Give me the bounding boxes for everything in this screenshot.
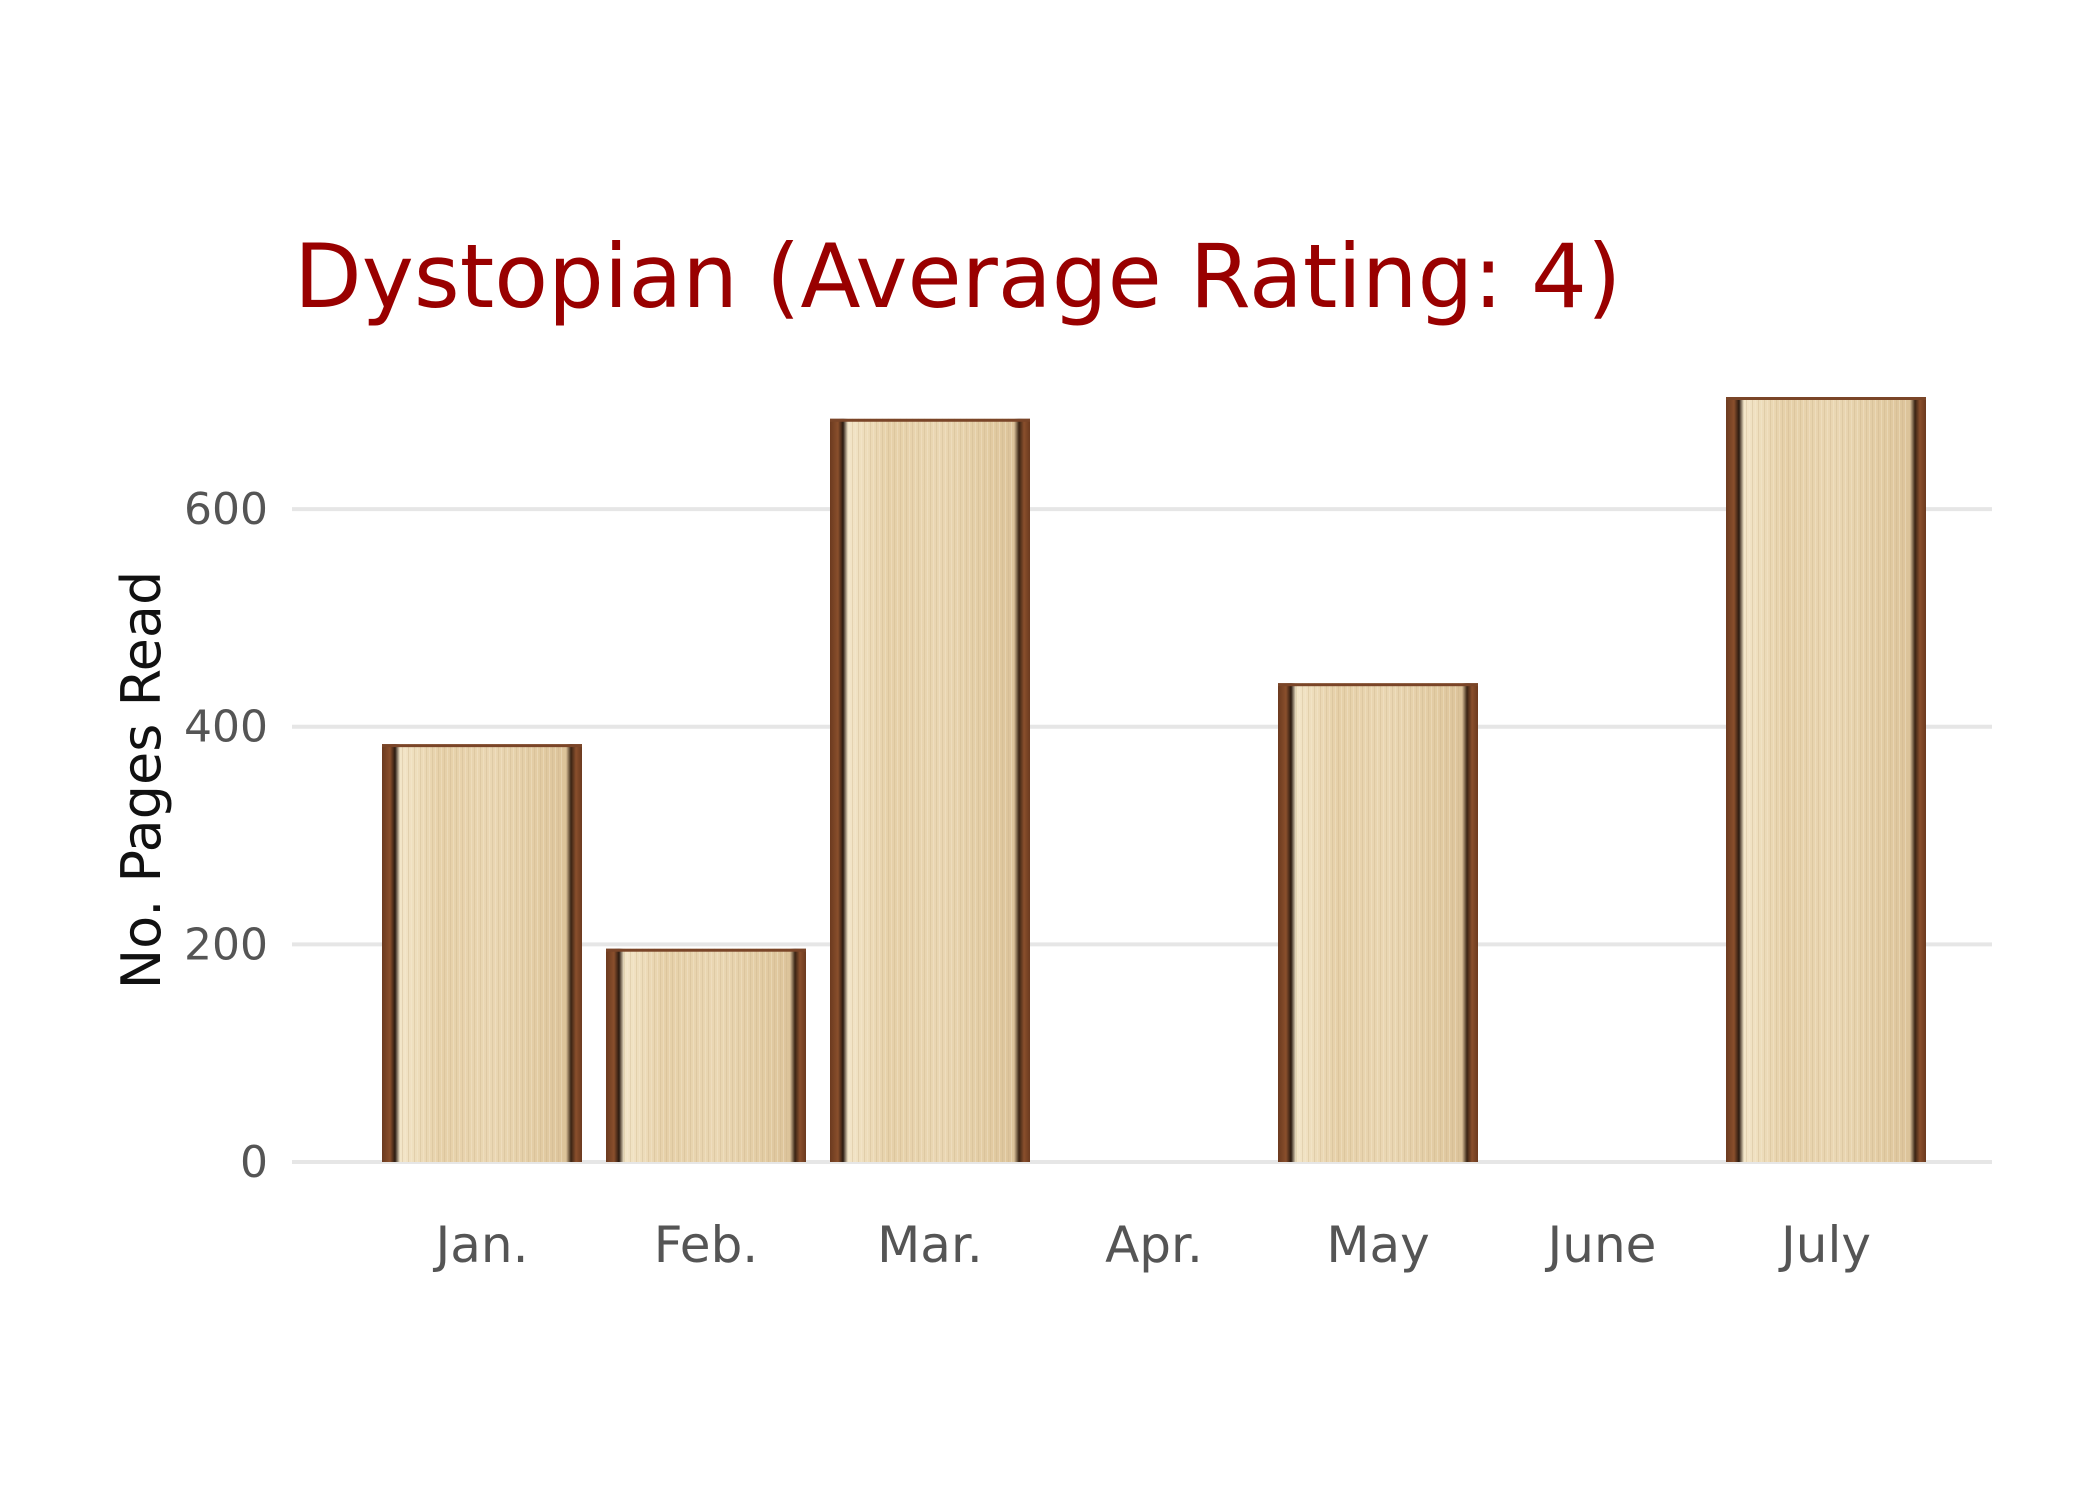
bar-jan [382,744,582,1162]
x-tick-label: July [1778,1216,1871,1274]
x-tick-label: Jan. [433,1216,529,1274]
chart-title: Dystopian (Average Rating: 4) [294,225,1621,328]
bar-mar [830,418,1030,1162]
bars [382,397,1926,1162]
x-tick-label: Feb. [654,1216,758,1274]
bar-may [1278,683,1478,1162]
bar-page-texture [1296,683,1460,1162]
bar-page-texture [400,744,564,1162]
y-tick-label: 600 [184,484,268,535]
bar-top-edge [606,948,806,952]
bar-top-edge [382,744,582,748]
bar-page-texture [1744,397,1908,1162]
bar-top-edge [830,418,1030,422]
x-tick-label: Mar. [877,1216,983,1274]
bar-top-edge [1278,683,1478,687]
bar-page-texture [848,418,1012,1162]
y-axis-label: No. Pages Read [110,571,173,990]
bar-page-texture [624,948,788,1162]
bar-feb [606,948,806,1162]
x-tick-label: Apr. [1105,1216,1203,1274]
y-axis-ticks: 0 200 400 600 [184,484,268,1188]
y-tick-label: 200 [184,919,268,970]
x-tick-label: June [1545,1216,1657,1274]
bar-top-edge [1726,397,1926,400]
y-tick-label: 0 [240,1137,268,1188]
bar-july [1726,397,1926,1162]
x-axis-ticks: Jan. Feb. Mar. Apr. May June July [433,1216,1871,1274]
y-tick-label: 400 [184,702,268,753]
x-tick-label: May [1326,1216,1429,1274]
